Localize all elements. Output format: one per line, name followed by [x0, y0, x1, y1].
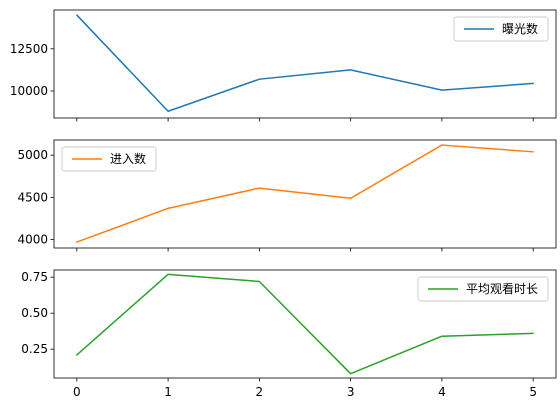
- axes-frame: [53, 269, 557, 379]
- y-tick-label: 12500: [10, 42, 48, 56]
- legend-box: [61, 146, 157, 172]
- y-tick-label: 4000: [17, 233, 48, 247]
- series-line: [76, 144, 534, 243]
- series-line: [76, 14, 534, 112]
- axes-frame: [53, 139, 557, 249]
- series-line: [76, 273, 534, 375]
- legend-box: [453, 16, 549, 42]
- x-tick-label: 0: [73, 385, 81, 399]
- legend-box: [417, 276, 549, 302]
- axes-frame: [53, 9, 557, 119]
- y-tick-label: 4500: [17, 190, 48, 204]
- legend-label: 进入数: [110, 151, 146, 166]
- subplot-1: 10000 12500 曝光数: [10, 9, 557, 122]
- legend-label: 平均观看时长: [466, 282, 538, 296]
- y-tick-label: 0.50: [21, 306, 48, 320]
- x-tick-label: 1: [164, 385, 172, 399]
- x-tick-label: 3: [347, 385, 355, 399]
- legend-label: 曝光数: [502, 21, 538, 36]
- x-tick-label: 2: [256, 385, 264, 399]
- y-tick-label: 10000: [10, 84, 48, 98]
- x-tick-label: 4: [438, 385, 446, 399]
- legend: 进入数: [61, 146, 157, 172]
- legend: 曝光数: [453, 16, 549, 42]
- x-tick-label: 5: [529, 385, 537, 399]
- y-tick-label: 0.25: [21, 342, 48, 356]
- subplot-3: 0 1 2 3 4 5 0.25 0.50 0.75 平均观看时长: [21, 269, 557, 399]
- legend: 平均观看时长: [417, 276, 549, 302]
- y-tick-label: 5000: [17, 148, 48, 162]
- y-tick-label: 0.75: [21, 270, 48, 284]
- subplot-2: 4000 4500 5000 进入数: [17, 139, 557, 252]
